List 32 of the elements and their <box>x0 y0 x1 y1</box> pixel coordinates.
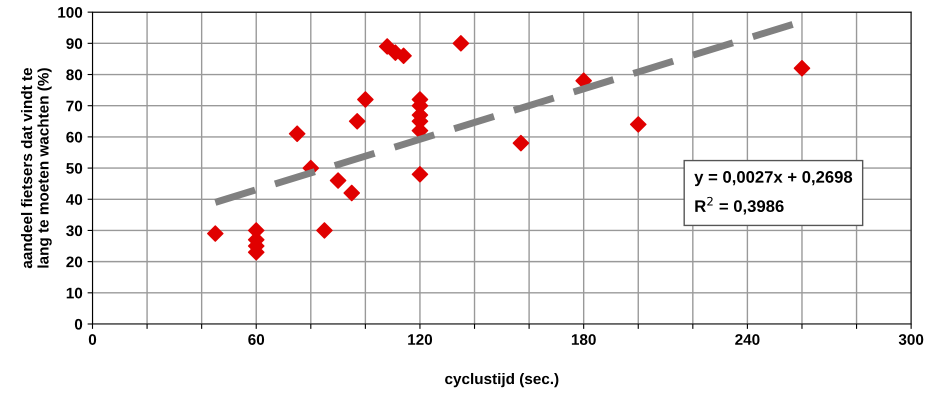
x-tick-label: 120 <box>408 334 432 345</box>
point <box>348 112 366 130</box>
y-tick-label: 80 <box>66 69 82 80</box>
y-tick-label: 30 <box>66 225 82 236</box>
y-axis-title: aandeel fietsers dat vindt te lang te moeten wachten (%) <box>20 68 52 268</box>
annotation: y = 0,0027x + 0,2698 R$^{2}$ = 0,3986 <box>694 171 852 214</box>
y-tick-label: 60 <box>66 132 82 143</box>
x-tick-label: 60 <box>248 334 264 345</box>
y-tick-label: 10 <box>66 288 82 298</box>
point <box>343 184 360 202</box>
point <box>794 60 810 77</box>
point <box>288 125 306 142</box>
y-tick-label: 70 <box>66 100 82 112</box>
y-tick-label: 90 <box>66 38 82 50</box>
y-tick-label: 0 <box>74 318 82 330</box>
y-tick-label: 20 <box>66 256 82 268</box>
x-tick-label: 0 <box>88 334 96 345</box>
point <box>330 172 346 189</box>
point <box>630 116 647 133</box>
y-tick-label: 40 <box>66 194 82 205</box>
y-tick-label: 50 <box>66 162 82 174</box>
point <box>512 134 530 152</box>
point <box>357 91 374 108</box>
x-tick-label: 180 <box>572 334 596 345</box>
x-tick-label: 300 <box>898 334 924 345</box>
point <box>452 35 470 52</box>
point <box>412 166 428 183</box>
point <box>316 222 333 239</box>
x-axis-title: cyclustijd (sec.) <box>445 372 558 388</box>
y-tick-label: 100 <box>58 7 82 18</box>
x-tick-label: 240 <box>735 334 760 345</box>
point <box>206 225 224 242</box>
